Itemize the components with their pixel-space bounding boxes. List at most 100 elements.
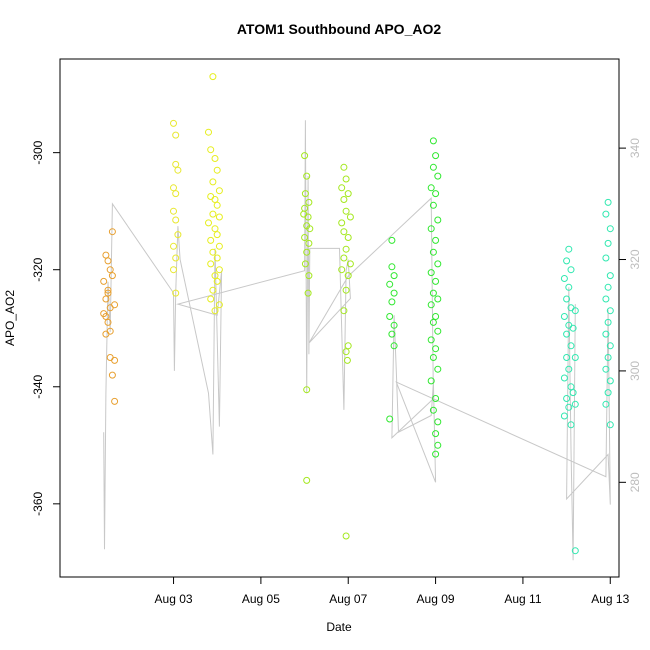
data-point xyxy=(209,210,217,218)
secondary-trace-line xyxy=(103,120,611,561)
data-point xyxy=(108,228,116,236)
data-point xyxy=(207,193,215,200)
data-point xyxy=(207,146,215,154)
data-point xyxy=(111,356,119,364)
data-point xyxy=(303,248,311,256)
data-point xyxy=(106,354,114,361)
y-tick-label: -320 xyxy=(31,257,45,281)
data-point xyxy=(602,295,610,303)
data-point xyxy=(571,400,579,408)
data-point xyxy=(429,137,437,145)
data-point xyxy=(301,190,309,198)
data-point xyxy=(604,283,612,291)
data-point xyxy=(567,421,575,429)
data-point xyxy=(338,266,346,274)
data-point xyxy=(342,207,350,215)
data-point xyxy=(604,198,612,206)
x-tick-label: Aug 13 xyxy=(591,592,629,606)
data-point xyxy=(432,430,440,438)
data-point xyxy=(344,234,352,241)
data-point xyxy=(565,403,573,411)
data-point xyxy=(388,263,396,271)
data-point xyxy=(390,321,398,329)
data-point xyxy=(104,318,112,326)
data-point xyxy=(304,213,312,221)
line-layer xyxy=(103,120,611,561)
data-point xyxy=(429,289,437,297)
data-point xyxy=(432,236,440,244)
data-point xyxy=(172,254,180,262)
data-point xyxy=(386,313,394,320)
y2-tick-label: 340 xyxy=(628,138,642,158)
data-point xyxy=(432,190,440,198)
data-point xyxy=(342,245,350,253)
y2-tick-label: 280 xyxy=(628,472,642,492)
data-point xyxy=(560,374,568,382)
data-point xyxy=(205,128,212,136)
data-point xyxy=(427,184,435,192)
plot-frame xyxy=(59,58,620,578)
data-point xyxy=(211,272,219,280)
data-point xyxy=(172,216,180,224)
data-point xyxy=(565,283,573,291)
data-point xyxy=(344,342,352,350)
data-point xyxy=(569,389,577,397)
data-point xyxy=(571,307,579,315)
data-point xyxy=(215,266,223,274)
data-point xyxy=(100,277,108,285)
data-point xyxy=(102,313,110,320)
data-point xyxy=(432,345,440,353)
data-point xyxy=(388,298,396,306)
series-group-1 xyxy=(170,119,182,297)
data-point xyxy=(390,272,398,280)
data-point xyxy=(565,365,573,373)
data-point xyxy=(343,356,351,364)
data-point xyxy=(388,236,396,244)
data-point xyxy=(209,248,217,256)
data-point xyxy=(340,163,348,171)
data-point xyxy=(602,365,610,373)
series-group-3 xyxy=(300,152,354,540)
data-point xyxy=(170,242,177,250)
data-point xyxy=(434,172,442,180)
data-point xyxy=(207,236,215,244)
data-point xyxy=(211,196,219,203)
y-axis-right: 280 300 320 340 xyxy=(619,138,642,492)
data-point xyxy=(604,318,612,326)
data-point xyxy=(213,254,221,262)
y2-tick-label: 320 xyxy=(628,249,642,269)
data-point xyxy=(108,371,116,379)
data-point xyxy=(111,301,119,309)
data-point xyxy=(170,119,177,127)
data-point xyxy=(606,377,614,385)
data-point xyxy=(560,313,568,320)
data-point xyxy=(602,400,610,408)
data-point xyxy=(340,228,348,236)
data-point xyxy=(211,307,219,315)
data-point xyxy=(427,225,435,233)
data-point xyxy=(344,190,352,198)
x-axis: Aug 03 Aug 05 Aug 07 Aug 09 Aug 11 Aug 13 xyxy=(155,577,630,606)
data-point xyxy=(342,175,350,183)
data-point xyxy=(563,395,571,402)
data-point xyxy=(340,254,348,262)
data-point xyxy=(108,272,116,280)
data-point xyxy=(602,330,610,338)
y2-tick-label: 300 xyxy=(628,361,642,381)
data-point xyxy=(207,295,215,303)
y-tick-label: -300 xyxy=(31,140,45,164)
series-group-5 xyxy=(560,198,614,555)
data-point xyxy=(434,260,442,268)
data-point xyxy=(432,450,440,458)
data-point xyxy=(174,166,182,174)
data-point xyxy=(604,239,612,247)
data-point xyxy=(209,73,217,81)
data-point xyxy=(209,286,217,294)
data-point xyxy=(215,187,223,195)
data-point xyxy=(604,389,612,397)
data-point xyxy=(213,166,221,174)
data-point xyxy=(104,257,112,265)
data-point xyxy=(342,348,350,356)
x-tick-label: Aug 03 xyxy=(155,592,193,606)
